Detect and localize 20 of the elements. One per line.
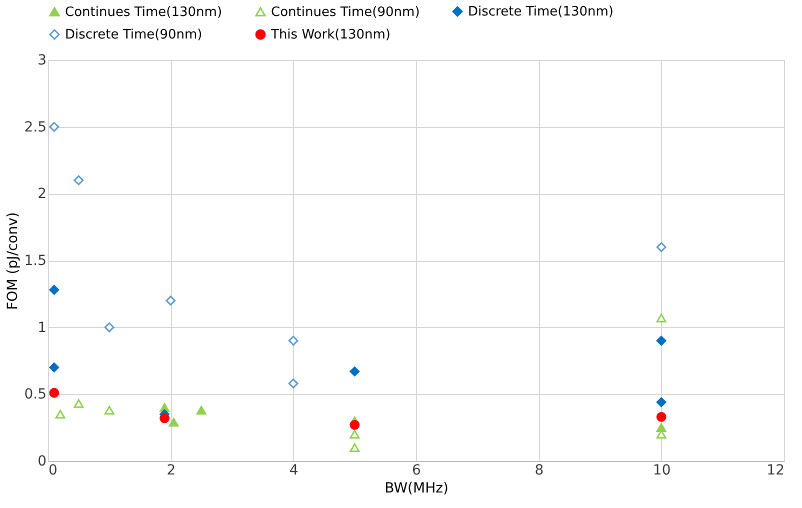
y-tick-label: 0.5 xyxy=(24,386,46,403)
y-tick-label: 3 xyxy=(38,52,46,68)
x-tick-label: 2 xyxy=(166,462,176,478)
x-tick-label: 8 xyxy=(534,462,544,478)
y-tick-label: 1.5 xyxy=(24,253,46,269)
x-axis-title: BW(MHz) xyxy=(384,480,448,496)
x-tick-label: 6 xyxy=(412,462,422,478)
y-tick-label: 2.5 xyxy=(24,119,46,136)
y-tick-label: 2 xyxy=(38,186,46,202)
y-axis-title: FOM (pJ/conv) xyxy=(5,212,22,310)
legend-label: This Work(130nm) xyxy=(270,28,390,42)
x-tick-label: 10 xyxy=(652,462,671,478)
x-tick-label: 0 xyxy=(48,462,58,478)
x-tick-label: 4 xyxy=(289,462,298,478)
x-tick-label: 12 xyxy=(766,462,784,478)
y-tick-label: 1 xyxy=(38,320,46,336)
legend-label: Continues Time(130nm) xyxy=(65,4,222,20)
legend-label: Discrete Time(130nm) xyxy=(468,4,614,20)
legend-label: Continues Time(90nm) xyxy=(271,4,420,20)
legend-label: Discrete Time(90nm) xyxy=(65,28,202,42)
